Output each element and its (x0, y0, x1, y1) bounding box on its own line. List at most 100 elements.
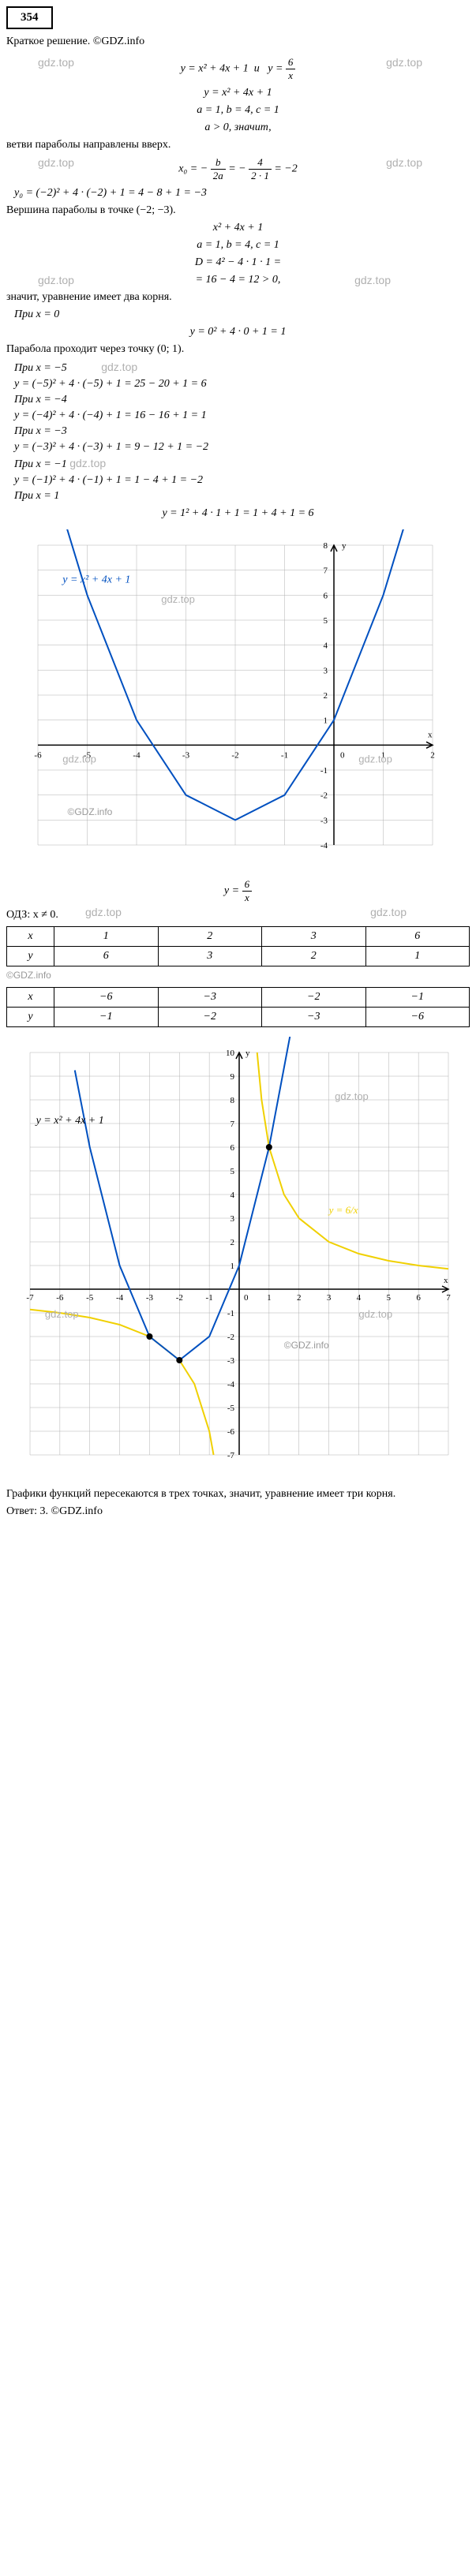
svg-text:-7: -7 (227, 1451, 235, 1460)
odz: ОДЗ: x ≠ 0. gdz.top gdz.top (6, 909, 470, 922)
answer: Ответ: 3. ©GDZ.info (6, 1505, 470, 1518)
x0-formula: gdz.top x₀ = − b2a = − 42 · 1 = −2 gdz.t… (6, 156, 470, 182)
svg-text:©GDZ.info: ©GDZ.info (68, 806, 113, 817)
svg-text:-1: -1 (320, 766, 328, 776)
svg-text:x: x (428, 730, 433, 739)
svg-text:gdz.top: gdz.top (45, 1308, 79, 1320)
svg-text:-3: -3 (320, 816, 328, 825)
svg-text:1: 1 (267, 1293, 272, 1303)
svg-text:4: 4 (357, 1293, 362, 1303)
problem-number: 354 (6, 6, 53, 29)
svg-text:5: 5 (387, 1293, 392, 1303)
svg-text:10: 10 (226, 1049, 235, 1058)
svg-text:y = 6/x: y = 6/x (328, 1204, 358, 1216)
y-at-neg3: y = (−3)² + 4 · (−3) + 1 = 9 − 12 + 1 = … (14, 441, 470, 454)
disc-eq: x² + 4x + 1 (6, 222, 470, 234)
svg-text:2: 2 (324, 691, 328, 701)
table-2-negative: x −6 −3 −2 −1 y −1 −2 −3 −6 (6, 987, 470, 1027)
svg-text:6: 6 (231, 1143, 235, 1153)
svg-text:0: 0 (340, 750, 345, 760)
at-x-neg1: При x = −1 gdz.top (14, 457, 470, 471)
svg-text:1: 1 (324, 716, 328, 726)
at-x0: При x = 0 (14, 308, 470, 321)
two-roots: значит, уравнение имеет два корня. (6, 291, 470, 304)
at-x-neg3: При x = −3 (14, 425, 470, 438)
svg-text:7: 7 (231, 1120, 235, 1129)
svg-text:2: 2 (231, 1238, 235, 1247)
a-positive: a > 0, значит, (6, 122, 470, 134)
svg-text:y: y (245, 1049, 250, 1058)
svg-text:6: 6 (416, 1293, 421, 1303)
parabola-eq: y = x² + 4x + 1 (6, 87, 470, 99)
svg-text:9: 9 (231, 1072, 235, 1082)
svg-text:gdz.top: gdz.top (62, 753, 96, 765)
svg-text:8: 8 (324, 541, 328, 551)
svg-text:-4: -4 (116, 1293, 124, 1303)
svg-text:-1: -1 (281, 750, 288, 760)
initial-equations: gdz.top y = x² + 4x + 1 и y = 6x gdz.top (6, 56, 470, 82)
svg-text:3: 3 (327, 1293, 332, 1303)
svg-text:y = x² + 4x + 1: y = x² + 4x + 1 (35, 1115, 104, 1127)
y-eq-6x: y = 6x (6, 878, 470, 904)
table-1-positive: x 1 2 3 6 y 6 3 2 1 (6, 926, 470, 966)
at-x-1: При x = 1 (14, 490, 470, 503)
svg-text:-6: -6 (56, 1293, 64, 1303)
svg-text:8: 8 (231, 1096, 235, 1105)
svg-text:gdz.top: gdz.top (335, 1090, 369, 1102)
svg-text:2: 2 (430, 750, 435, 760)
svg-text:-4: -4 (227, 1380, 235, 1389)
disc-result: gdz.top = 16 − 4 = 12 > 0, gdz.top (6, 274, 470, 286)
watermark-icon: gdz.top (386, 156, 422, 169)
at-x-neg4: При x = −4 (14, 394, 470, 406)
svg-text:gdz.top: gdz.top (161, 593, 195, 605)
svg-text:gdz.top: gdz.top (358, 1308, 392, 1320)
svg-text:4: 4 (231, 1191, 235, 1200)
watermark-icon: gdz.top (38, 56, 74, 69)
svg-text:6: 6 (324, 591, 328, 600)
y-at-0: y = 0² + 4 · 0 + 1 = 1 (6, 326, 470, 338)
conclusion: Графики функций пересекаются в трех точк… (6, 1488, 470, 1501)
svg-text:-3: -3 (146, 1293, 154, 1303)
svg-text:0: 0 (244, 1293, 249, 1303)
svg-text:-2: -2 (176, 1293, 183, 1303)
y-at-neg1: y = (−1)² + 4 · (−1) + 1 = 1 − 4 + 1 = −… (14, 474, 470, 487)
svg-text:5: 5 (324, 616, 328, 626)
svg-text:4: 4 (324, 641, 328, 651)
svg-text:-5: -5 (86, 1293, 94, 1303)
svg-text:-2: -2 (320, 791, 328, 801)
watermark-icon: gdz.top (386, 56, 422, 69)
svg-text:y = x² + 4x + 1: y = x² + 4x + 1 (61, 574, 130, 586)
svg-text:-6: -6 (34, 750, 42, 760)
y0-calc: y₀ = (−2)² + 4 · (−2) + 1 = 4 − 8 + 1 = … (14, 187, 470, 200)
svg-text:©GDZ.info: ©GDZ.info (284, 1340, 329, 1351)
copyright: Краткое решение. ©GDZ.info (6, 36, 470, 48)
svg-text:-6: -6 (227, 1427, 235, 1437)
vertex: Вершина параболы в точке (−2; −3). (6, 204, 470, 217)
through-01: Парабола проходит через точку (0; 1). (6, 343, 470, 356)
svg-text:5: 5 (231, 1167, 235, 1176)
svg-text:1: 1 (231, 1262, 235, 1271)
watermark-icon: gdz.top (38, 274, 74, 286)
svg-text:x: x (444, 1276, 448, 1285)
svg-text:y: y (342, 541, 347, 551)
svg-text:-4: -4 (320, 841, 328, 851)
svg-text:2: 2 (297, 1293, 302, 1303)
svg-text:gdz.top: gdz.top (358, 753, 392, 765)
watermark-icon: gdz.top (370, 906, 407, 918)
svg-text:-3: -3 (227, 1356, 235, 1366)
chart-2-both: -7-6-5-4-3-2-11234567-7-6-5-4-3-2-112345… (6, 1037, 470, 1479)
watermark-icon: gdz.top (38, 156, 74, 169)
disc-coeffs: a = 1, b = 4, c = 1 (6, 239, 470, 252)
watermark-icon: gdz.top (101, 361, 137, 373)
svg-text:-2: -2 (231, 750, 238, 760)
svg-text:-3: -3 (182, 750, 190, 760)
svg-text:7: 7 (324, 566, 328, 576)
watermark-icon: gdz.top (85, 906, 122, 918)
y-at-neg4: y = (−4)² + 4 · (−4) + 1 = 16 − 16 + 1 =… (14, 409, 470, 422)
svg-text:-1: -1 (227, 1309, 234, 1318)
svg-text:-1: -1 (206, 1293, 213, 1303)
svg-text:-4: -4 (133, 750, 141, 760)
svg-text:-5: -5 (227, 1404, 235, 1413)
watermark-icon: gdz.top (69, 457, 106, 469)
y-at-neg5: y = (−5)² + 4 · (−5) + 1 = 25 − 20 + 1 =… (14, 378, 470, 391)
